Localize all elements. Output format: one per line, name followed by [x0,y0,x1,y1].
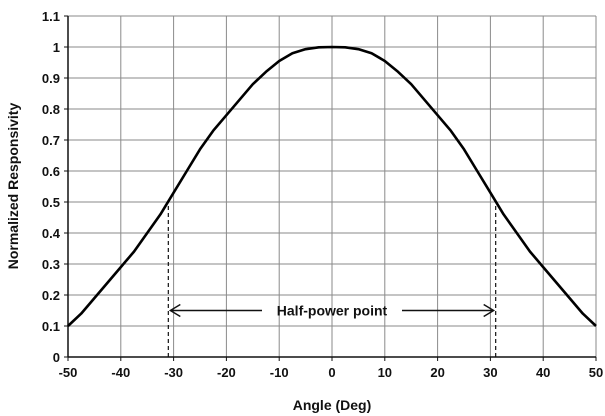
x-tick-label: 20 [430,365,444,380]
y-axis-title: Normalized Responsivity [5,103,21,270]
series-group [67,45,597,327]
responsivity-curve [67,45,597,327]
x-tick-label: -20 [217,365,236,380]
annotation-group: Half-power point [168,303,496,319]
y-tick-labels: 0 0.1 0.2 0.3 0.4 0.5 0.6 0.7 0.8 0.9 1 1.1 [42,9,61,365]
x-tick-label: 50 [589,365,603,380]
y-tick-label: 0.4 [42,226,61,241]
y-tick-label: 0 [53,350,60,365]
y-tick-label: 0.8 [42,102,60,117]
y-tick-label: 0.2 [42,288,60,303]
x-tick-label: -40 [111,365,130,380]
y-tick-label: 0.6 [42,164,60,179]
x-tick-label: -10 [270,365,289,380]
x-tick-label: -30 [164,365,183,380]
y-tick-label: 0.9 [42,71,60,86]
y-tick-label: 1.1 [42,9,60,24]
y-tick-label: 1 [53,40,60,55]
y-tick-label: 0.5 [42,195,60,210]
annotation-label: Half-power point [277,303,388,319]
x-tick-labels: -50 -40 -30 -20 -10 0 10 20 30 40 50 [59,365,604,380]
y-tick-label: 0.3 [42,257,60,272]
annotation-arrowhead-right [483,303,496,318]
x-tick-label: 10 [378,365,392,380]
x-tick-label: 30 [483,365,497,380]
half-power-markers [167,202,497,357]
x-tick-label: 0 [328,365,335,380]
axes [64,15,597,361]
x-axis-title: Angle (Deg) [293,397,372,413]
annotation-arrowhead-left [168,303,181,318]
x-tick-label: -50 [59,365,78,380]
y-tick-label: 0.1 [42,319,60,334]
y-tick-label: 0.7 [42,133,60,148]
x-tick-label: 40 [536,365,550,380]
